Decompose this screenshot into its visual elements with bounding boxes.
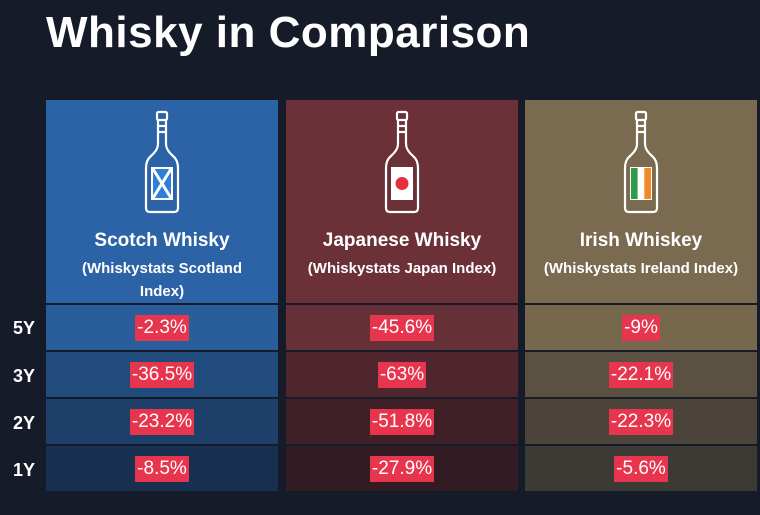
column-name: Scotch Whisky [94, 230, 230, 251]
value-cell: -27.9% [286, 446, 518, 491]
value-cell: -22.3% [525, 399, 757, 444]
value-badge: -5.6% [614, 455, 668, 482]
row-label-1y: 1Y [13, 460, 36, 480]
value-cell: -45.6% [286, 305, 518, 350]
column-subtitle: (Whiskystats Ireland Index) [543, 260, 739, 277]
japanese-bottle-icon [384, 110, 420, 214]
value-badge: -9% [622, 314, 660, 341]
column-header: Scotch Whisky (Whiskystats Scotland Inde… [46, 100, 278, 303]
value-badge: -8.5% [135, 455, 189, 482]
value-badge: -23.2% [129, 408, 195, 435]
value-cell: -51.8% [286, 399, 518, 444]
column-irish: Irish Whiskey (Whiskystats Ireland Index… [525, 100, 757, 491]
value-cell: -63% [286, 352, 518, 397]
irish-bottle-icon [623, 110, 659, 214]
column-subtitle: (Whiskystats Scotland Index) [81, 260, 243, 300]
row-label-5y: 5Y [13, 318, 36, 338]
scotch-bottle-icon [144, 110, 180, 214]
value-badge: -45.6% [369, 314, 435, 341]
column-header: Japanese Whisky (Whiskystats Japan Index… [286, 100, 518, 303]
value-cell: -2.3% [46, 305, 278, 350]
value-cell: -5.6% [525, 446, 757, 491]
value-cell: -8.5% [46, 446, 278, 491]
value-cell: -23.2% [46, 399, 278, 444]
column-scotch: Scotch Whisky (Whiskystats Scotland Inde… [46, 100, 278, 491]
value-cell: -36.5% [46, 352, 278, 397]
column-japanese: Japanese Whisky (Whiskystats Japan Index… [286, 100, 518, 491]
value-badge: -63% [377, 361, 427, 388]
page-title: Whisky in Comparison [46, 8, 531, 57]
value-badge: -22.3% [608, 408, 674, 435]
value-cell: -9% [525, 305, 757, 350]
column-name: Japanese Whisky [322, 230, 482, 251]
column-header: Irish Whiskey (Whiskystats Ireland Index… [525, 100, 757, 303]
value-badge: -27.9% [369, 455, 435, 482]
value-cell: -22.1% [525, 352, 757, 397]
column-subtitle: (Whiskystats Japan Index) [307, 260, 497, 277]
column-name: Irish Whiskey [579, 230, 703, 251]
value-badge: -22.1% [608, 361, 674, 388]
value-badge: -51.8% [369, 408, 435, 435]
row-label-3y: 3Y [13, 366, 36, 386]
row-label-2y: 2Y [13, 413, 36, 433]
value-badge: -2.3% [135, 314, 189, 341]
value-badge: -36.5% [129, 361, 195, 388]
